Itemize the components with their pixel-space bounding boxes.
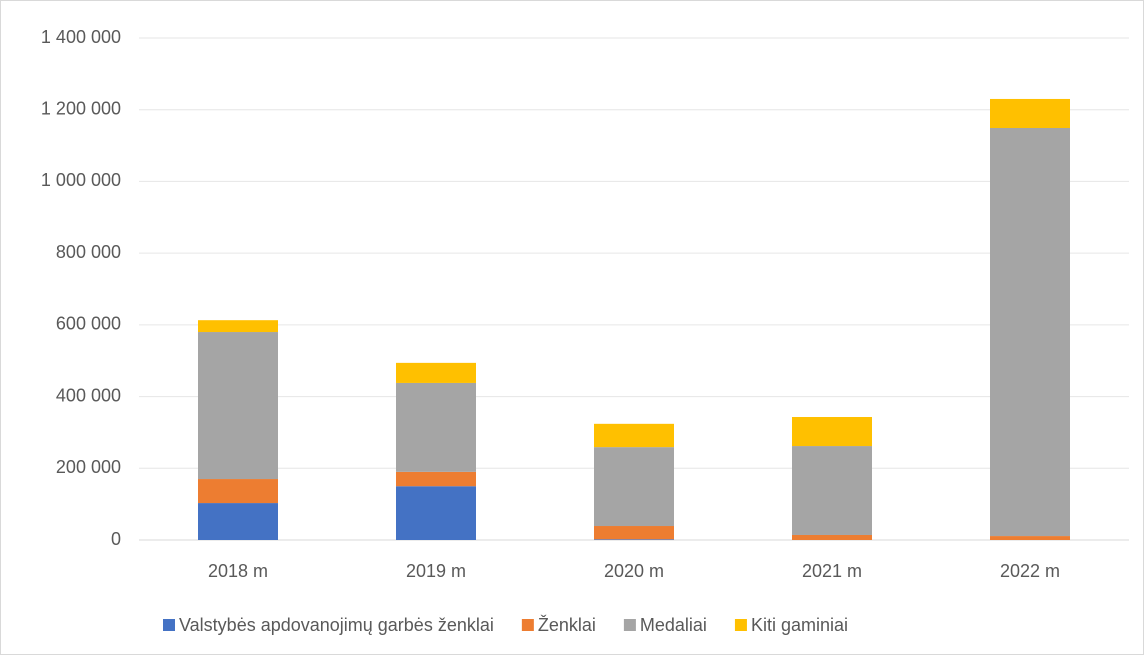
legend-label: Ženklai (538, 615, 596, 635)
bar-segment (396, 362, 476, 383)
y-tick-label: 200 000 (56, 457, 121, 477)
bar-segment (198, 320, 278, 333)
bar-segment (198, 479, 278, 504)
y-tick-label: 600 000 (56, 314, 121, 334)
legend-label: Medaliai (640, 615, 707, 635)
legend-label: Valstybės apdovanojimų garbės ženklai (179, 615, 494, 635)
x-tick-label: 2022 m (1000, 561, 1060, 581)
x-tick-label: 2018 m (208, 561, 268, 581)
bar-segment (198, 332, 278, 480)
bar-segment (792, 534, 872, 540)
bar-segment (198, 503, 278, 540)
bar-segment (990, 128, 1070, 537)
x-tick-label: 2019 m (406, 561, 466, 581)
y-tick-label: 0 (111, 529, 121, 549)
y-tick-label: 1 000 000 (41, 170, 121, 190)
bar-segment (990, 536, 1070, 540)
bar-segment (792, 417, 872, 447)
y-tick-label: 400 000 (56, 385, 121, 405)
y-tick-label: 1 400 000 (41, 27, 121, 47)
bar-segment (396, 471, 476, 487)
legend-swatch (734, 619, 747, 631)
y-tick-label: 800 000 (56, 242, 121, 262)
bar-segment (594, 539, 674, 540)
bar-segment (396, 486, 476, 540)
bar-segment (594, 526, 674, 540)
bar-segment (792, 446, 872, 535)
x-tick-label: 2021 m (802, 561, 862, 581)
legend-swatch (163, 619, 175, 631)
legend-swatch (521, 619, 534, 631)
bar-segment (990, 98, 1070, 129)
bar-segment (594, 447, 674, 527)
bar-segment (594, 423, 674, 448)
legend-swatch (623, 619, 636, 631)
x-tick-label: 2020 m (604, 561, 664, 581)
bar-segment (396, 382, 476, 472)
legend-label: Kiti gaminiai (751, 615, 848, 635)
y-tick-label: 1 200 000 (41, 98, 121, 118)
